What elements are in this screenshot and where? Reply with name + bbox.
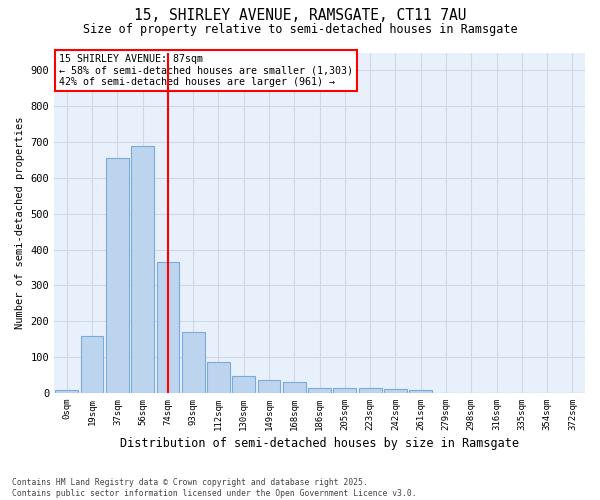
Text: 15 SHIRLEY AVENUE: 87sqm
← 58% of semi-detached houses are smaller (1,303)
42% o: 15 SHIRLEY AVENUE: 87sqm ← 58% of semi-d… (59, 54, 353, 88)
Bar (257, 380, 280, 393)
Bar (106, 158, 129, 393)
Text: Size of property relative to semi-detached houses in Ramsgate: Size of property relative to semi-detach… (83, 22, 517, 36)
Bar (55, 390, 78, 393)
Bar (308, 388, 331, 393)
Bar (283, 382, 305, 393)
Y-axis label: Number of semi-detached properties: Number of semi-detached properties (15, 116, 25, 329)
X-axis label: Distribution of semi-detached houses by size in Ramsgate: Distribution of semi-detached houses by … (120, 437, 519, 450)
Bar (131, 146, 154, 393)
Bar (359, 388, 382, 393)
Bar (81, 336, 103, 393)
Bar (232, 376, 255, 393)
Bar (384, 390, 407, 393)
Text: Contains HM Land Registry data © Crown copyright and database right 2025.
Contai: Contains HM Land Registry data © Crown c… (12, 478, 416, 498)
Bar (334, 388, 356, 393)
Bar (182, 332, 205, 393)
Text: 15, SHIRLEY AVENUE, RAMSGATE, CT11 7AU: 15, SHIRLEY AVENUE, RAMSGATE, CT11 7AU (134, 8, 466, 22)
Bar (157, 262, 179, 393)
Bar (207, 362, 230, 393)
Bar (409, 390, 432, 393)
